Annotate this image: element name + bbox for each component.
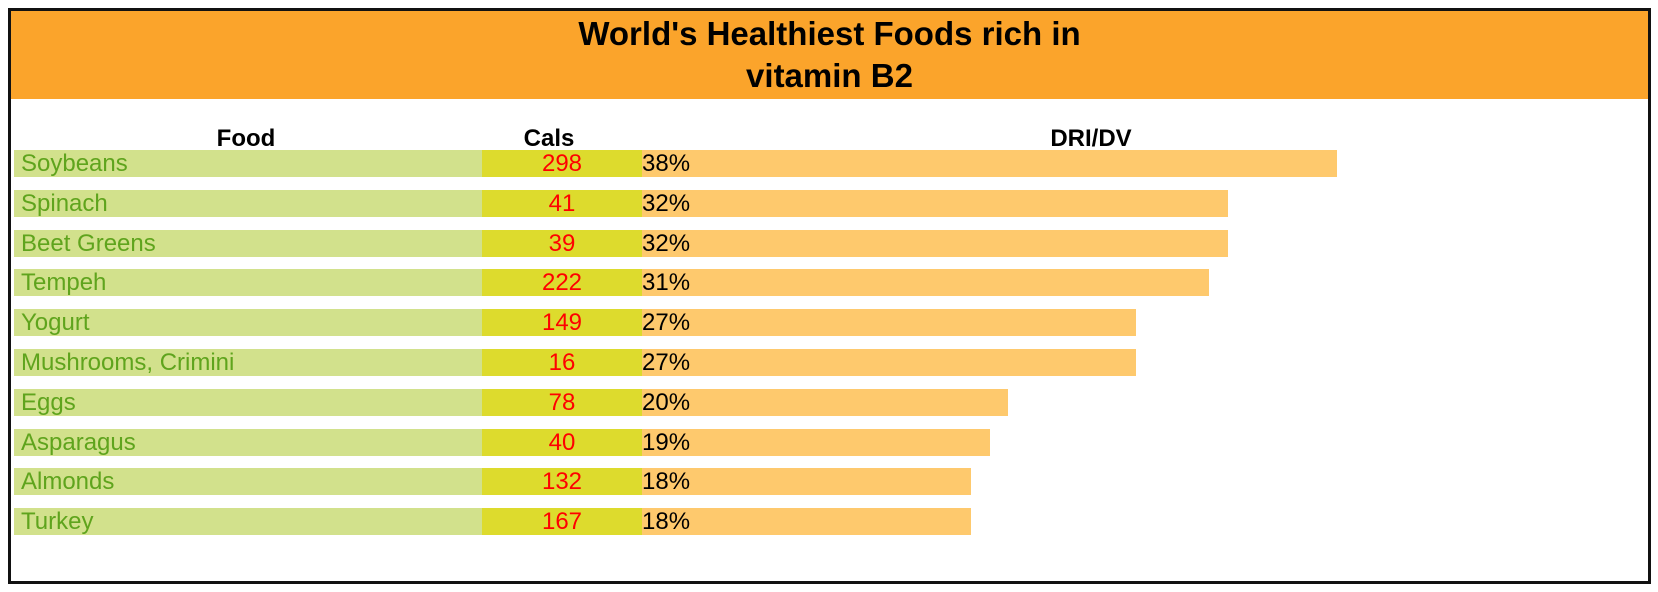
food-cell: [14, 428, 482, 456]
cals-cell: [482, 189, 642, 217]
food-cell: [14, 349, 482, 376]
cals-value: 132: [541, 468, 583, 496]
dri-value: 18%: [642, 508, 691, 536]
dri-value: 32%: [642, 229, 691, 257]
table-row: Soybeans 298 38%: [14, 150, 1644, 177]
cals-value: 16: [548, 349, 576, 376]
dri-value: 31%: [642, 269, 691, 297]
table-row: Mushrooms, Crimini 16 27%: [14, 349, 1644, 376]
title-bar: World's Healthiest Foods rich in vitamin…: [11, 11, 1648, 99]
food-label: Almonds: [21, 468, 115, 496]
cals-cell: [482, 508, 642, 536]
dri-bar: [642, 428, 990, 456]
column-header-dri: DRI/DV: [1050, 125, 1132, 152]
cals-value: 41: [548, 189, 576, 217]
dri-value: 19%: [642, 428, 691, 456]
dri-value: 18%: [642, 468, 691, 496]
table-row: Eggs 78 20%: [14, 388, 1644, 416]
cals-value: 149: [541, 309, 583, 337]
dri-value: 27%: [642, 309, 691, 337]
food-label: Soybeans: [21, 150, 128, 177]
dri-bar: [642, 309, 1137, 337]
food-label: Tempeh: [21, 269, 107, 297]
chart-frame: World's Healthiest Foods rich in vitamin…: [8, 8, 1651, 584]
table-row: Almonds 132 18%: [14, 468, 1644, 496]
table-row: Beet Greens 39 32%: [14, 229, 1644, 257]
cals-value: 167: [541, 508, 583, 536]
food-cell: [14, 269, 482, 297]
dri-bar: [642, 468, 972, 496]
cals-value: 39: [548, 229, 576, 257]
cals-cell: [482, 269, 642, 297]
table-row: Tempeh 222 31%: [14, 269, 1644, 297]
dri-value: 20%: [642, 388, 691, 416]
food-label: Yogurt: [21, 309, 90, 337]
cals-cell: [482, 309, 642, 337]
column-header-cals: Cals: [523, 125, 575, 152]
cals-value: 222: [541, 269, 583, 297]
dri-bar: [642, 269, 1210, 297]
dri-value: 32%: [642, 189, 691, 217]
dri-value: 27%: [642, 349, 691, 376]
cals-cell: [482, 150, 642, 177]
food-cell: [14, 388, 482, 416]
cals-cell: [482, 229, 642, 257]
dri-bar: [642, 388, 1008, 416]
food-label: Mushrooms, Crimini: [21, 349, 235, 376]
cals-cell: [482, 428, 642, 456]
food-cell: [14, 189, 482, 217]
cals-cell: [482, 388, 642, 416]
dri-bar: [642, 508, 972, 536]
food-cell: [14, 468, 482, 496]
dri-bar: [642, 229, 1228, 257]
cals-cell: [482, 349, 642, 376]
dri-value: 38%: [642, 150, 691, 177]
food-cell: [14, 229, 482, 257]
chart-title: World's Healthiest Foods rich in vitamin…: [578, 15, 1081, 94]
column-header-food: Food: [216, 125, 276, 152]
cals-value: 298: [541, 150, 583, 177]
cals-cell: [482, 468, 642, 496]
cals-value: 78: [548, 388, 576, 416]
dri-bar: [642, 349, 1137, 376]
table-row: Yogurt 149 27%: [14, 309, 1644, 337]
table-row: Spinach 41 32%: [14, 189, 1644, 217]
food-label: Turkey: [21, 508, 94, 536]
food-label: Spinach: [21, 189, 108, 217]
food-cell: [14, 150, 482, 177]
food-cell: [14, 508, 482, 536]
food-label: Beet Greens: [21, 229, 156, 257]
table-row: Asparagus 40 19%: [14, 428, 1644, 456]
dri-bar: [642, 189, 1228, 217]
food-label: Eggs: [21, 388, 76, 416]
cals-value: 40: [548, 428, 576, 456]
dri-bar: [642, 150, 1338, 177]
table-row: Turkey 167 18%: [14, 508, 1644, 536]
food-label: Asparagus: [21, 428, 136, 456]
food-cell: [14, 309, 482, 337]
